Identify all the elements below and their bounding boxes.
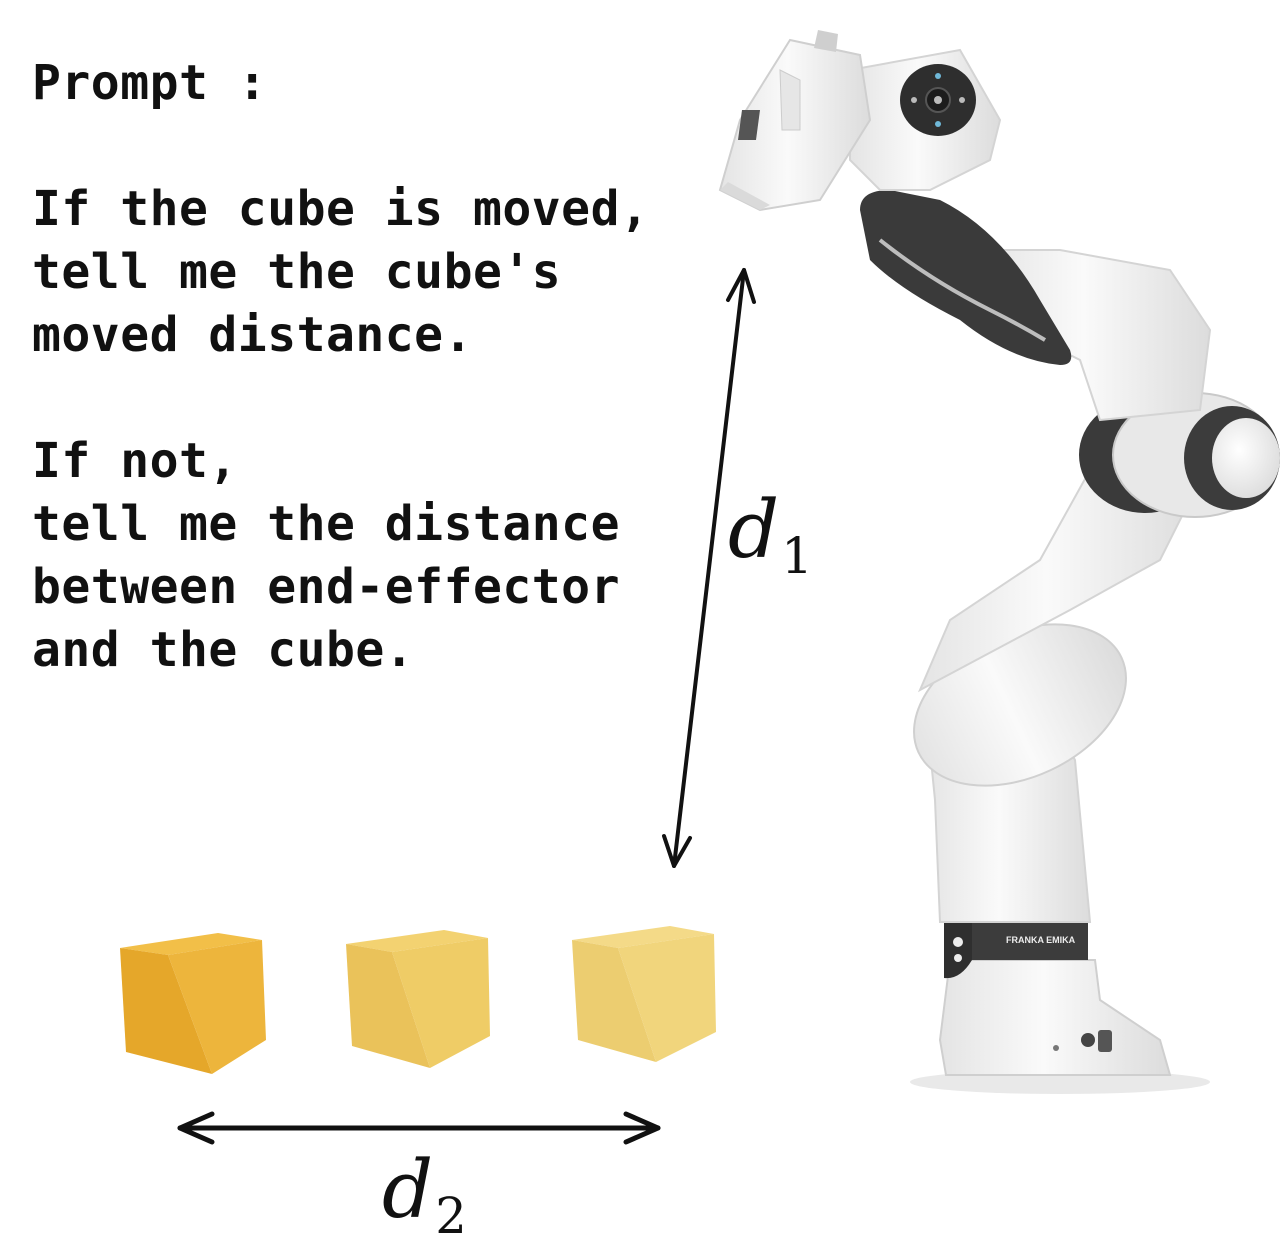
robot-arm: FRANKA EMIKA [718,30,1280,1094]
robot-wrist-joint [1079,392,1280,518]
robot-brand-label: FRANKA EMIKA [1006,935,1076,945]
prompt-line: between end-effector [32,559,620,615]
prompt-line: tell me the cube's [32,244,562,300]
prompt-line: tell me the distance [32,496,620,552]
label-d2-var: d [382,1143,434,1236]
arrow-d1 [662,268,756,868]
cube [346,930,490,1068]
label-d1: d1 [728,490,813,596]
label-d2: d2 [382,1150,467,1236]
end-effector [718,30,872,212]
cubes [120,926,716,1074]
label-d2-sub: 2 [435,1186,467,1236]
cube [120,933,266,1074]
control-pad-icon [900,64,976,136]
prompt-line: If not, [32,433,238,489]
prompt-line: and the cube. [32,622,415,678]
label-d1-var: d [728,483,780,576]
robot-base: FRANKA EMIKA [938,922,1172,1076]
cube [572,926,716,1062]
prompt-line: moved distance. [32,307,473,363]
prompt-text: Prompt : If the cube is moved, tell me t… [32,52,712,682]
prompt-heading: Prompt : [32,55,268,111]
label-d1-sub: 1 [781,526,813,585]
robot-link-band [860,190,1072,365]
prompt-line: If the cube is moved, [32,181,650,237]
arrow-d2 [177,1111,661,1145]
